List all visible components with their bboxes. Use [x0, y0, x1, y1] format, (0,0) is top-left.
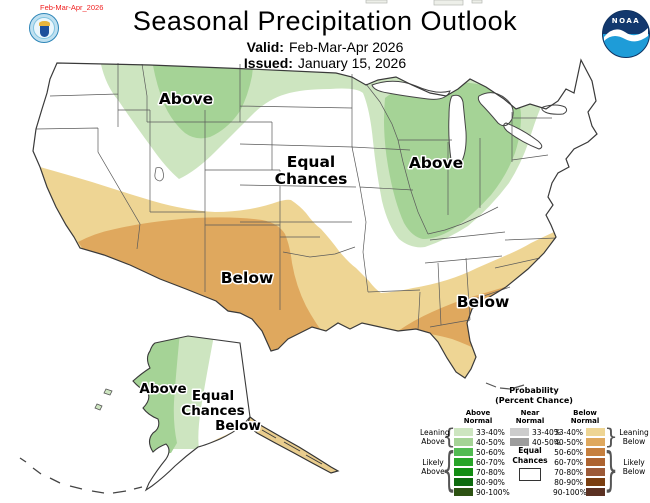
equal-chances-box [519, 468, 541, 481]
label-equal-chances-line1: Equal [287, 153, 336, 171]
legend-row: 50-60% [553, 447, 605, 457]
seagull-icon [604, 28, 648, 42]
legend-row: 60-70% [553, 457, 605, 467]
legend-above-column: 33-40% 40-50% 50-60% 60-70% 70-80% 80-90… [454, 427, 510, 497]
leaning-below-label: Leaning Below [619, 428, 649, 446]
below-region-inner-southwest [78, 217, 336, 356]
likely-above-label: Likely Above [421, 458, 445, 476]
above-swatch [454, 428, 473, 436]
legend-row: 60-70% [454, 457, 510, 467]
above-swatch [454, 448, 473, 456]
label-alaska-below: Below [215, 418, 261, 434]
above-swatch [454, 488, 473, 496]
florida-keys [485, 382, 525, 390]
legend-row: 80-90% [454, 477, 510, 487]
below-swatch [586, 428, 605, 436]
brace-likely-below: } [604, 445, 618, 499]
label-below-southeast: Below [457, 293, 510, 311]
above-swatch [454, 458, 473, 466]
legend-row: 80-90% [553, 477, 605, 487]
ak-above-outer [168, 336, 216, 449]
eagle-icon [38, 21, 50, 26]
legend-header-near: Near Normal [515, 409, 545, 426]
legend-below-column: 33-40% 40-50% 50-60% 60-70% 70-80% 80-90… [553, 427, 605, 497]
equal-chances-label: Equal Chances [512, 446, 548, 465]
noaa-logo-text: NOAA [611, 17, 641, 25]
valid-value: Feb-Mar-Apr 2026 [288, 39, 404, 55]
label-above-midwest: Above [409, 154, 463, 172]
map-edge-artifacts [365, 0, 483, 6]
bering-islands [94, 388, 113, 411]
legend-row: 40-50% [454, 437, 510, 447]
below-swatch [586, 438, 605, 446]
commerce-seal-inner [33, 17, 55, 39]
above-swatch [454, 478, 473, 486]
below-swatch [586, 448, 605, 456]
likely-below-label: Likely Below [622, 458, 646, 476]
label-alaska-equal-line1: Equal [192, 388, 234, 404]
legend-row: 50-60% [454, 447, 510, 457]
legend-row: 33-40% [510, 427, 561, 437]
below-swatch [586, 478, 605, 486]
label-above-northwest: Above [159, 90, 213, 108]
below-swatch [586, 458, 605, 466]
above-swatch [454, 468, 473, 476]
legend-near-column: 33-40% 40-50% [510, 427, 561, 447]
noaa-logo: NOAA [602, 10, 650, 58]
brace-leaning-above: { [442, 424, 456, 449]
file-code: Feb-Mar-Apr_2026 [40, 3, 104, 12]
great-salt-lake [154, 167, 164, 182]
brace-likely-above: { [442, 445, 456, 499]
legend-row: 33-40% [454, 427, 510, 437]
issued-value: January 15, 2026 [297, 55, 407, 71]
below-swatch [586, 468, 605, 476]
legend-row: 90-100% [454, 487, 510, 497]
alaska-panhandle [246, 416, 340, 474]
label-equal-chances-line2: Chances [275, 170, 348, 188]
valid-label: Valid: [246, 39, 284, 55]
commerce-seal [29, 13, 59, 43]
probability-legend: Probability (Percent Chance) Above Norma… [418, 384, 650, 503]
brace-leaning-below: } [604, 424, 618, 449]
legend-row: 33-40% [553, 427, 605, 437]
legend-row: 70-80% [553, 467, 605, 477]
legend-row: 40-50% [510, 437, 561, 447]
conus-outline [32, 58, 598, 379]
legend-header-below: Below Normal [570, 409, 600, 426]
alaska-panhandle-texture [261, 429, 323, 465]
valid-line: Valid: Feb-Mar-Apr 2026 [0, 39, 650, 55]
state-boundaries [35, 63, 557, 331]
legend-row: 70-80% [454, 467, 510, 477]
below-swatch [586, 488, 605, 496]
issued-line: Issued: January 15, 2026 [0, 55, 650, 71]
issued-label: Issued: [243, 55, 293, 71]
above-swatch [454, 438, 473, 446]
page-title: Seasonal Precipitation Outlook [132, 6, 518, 36]
label-alaska-above: Above [139, 381, 186, 397]
legend-row: 90-100% [553, 487, 605, 497]
near-swatch [510, 428, 529, 436]
legend-header-above: Above Normal [463, 409, 493, 426]
legend-row: 40-50% [553, 437, 605, 447]
near-swatch [510, 438, 529, 446]
ak-above-inner [133, 336, 181, 453]
great-lakes [371, 80, 568, 166]
alaska-outline [132, 335, 251, 492]
shield-icon [39, 26, 49, 37]
aleutian-islands [19, 457, 143, 494]
leaning-above-label: Leaning Above [420, 428, 450, 446]
legend-title: Probability (Percent Chance) [495, 386, 573, 405]
label-alaska-equal-line2: Chances [181, 403, 244, 419]
label-below-southwest: Below [221, 269, 274, 287]
